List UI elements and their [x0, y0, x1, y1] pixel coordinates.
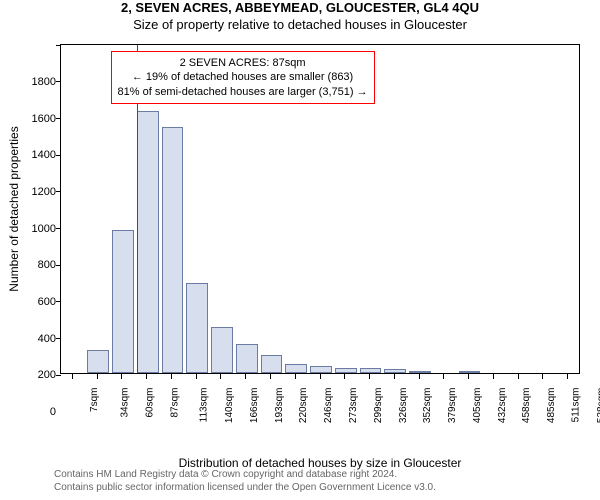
ytick-mark [56, 155, 61, 156]
xtick-label: 193sqm [274, 388, 285, 424]
xtick-mark [493, 374, 494, 379]
annotation-box: 2 SEVEN ACRES: 87sqm← 19% of detached ho… [111, 51, 375, 104]
ytick-mark [56, 191, 61, 192]
xtick-label: 511sqm [570, 388, 581, 423]
xtick-mark [468, 374, 469, 379]
xtick-label: 352sqm [422, 388, 433, 424]
ytick-mark [56, 45, 61, 46]
plot-area: 2 SEVEN ACRES: 87sqm← 19% of detached ho… [60, 44, 580, 374]
xtick-label: 326sqm [398, 388, 409, 424]
bar [335, 368, 357, 374]
chart-container: Number of detached properties 2 SEVEN AC… [60, 44, 580, 412]
xtick-mark [196, 374, 197, 379]
xtick-mark [295, 374, 296, 379]
ytick-label: 600 [38, 296, 56, 308]
ytick-mark [56, 301, 61, 302]
footer-line-1: Contains HM Land Registry data © Crown c… [54, 469, 588, 482]
bar [459, 371, 481, 373]
xtick-label: 87sqm [169, 388, 180, 418]
xtick-mark [270, 374, 271, 379]
bar [137, 111, 159, 373]
xtick-mark [369, 374, 370, 379]
bar [87, 350, 109, 373]
ytick-mark [56, 118, 61, 119]
xtick-mark [146, 374, 147, 379]
annot-line-3: 81% of semi-detached houses are larger (… [118, 85, 368, 99]
ytick-label: 0 [50, 406, 56, 418]
footer-line-2: Contains public sector information licen… [54, 482, 588, 495]
xtick-label: 166sqm [249, 388, 260, 424]
annot-line-2: ← 19% of detached houses are smaller (86… [118, 70, 368, 84]
xtick-mark [542, 374, 543, 379]
bar [384, 369, 406, 373]
xtick-label: 299sqm [373, 388, 384, 424]
xtick-mark [394, 374, 395, 379]
bar [186, 283, 208, 373]
xtick-label: 273sqm [348, 388, 359, 424]
bar [360, 368, 382, 374]
ytick-mark [56, 228, 61, 229]
ytick-label: 1400 [32, 149, 56, 161]
xtick-label: 432sqm [497, 388, 508, 424]
ytick-label: 1800 [32, 76, 56, 88]
bar [310, 366, 332, 373]
ytick-label: 1600 [32, 113, 56, 125]
x-axis-label: Distribution of detached houses by size … [60, 456, 580, 470]
xtick-mark [171, 374, 172, 379]
xtick-mark [518, 374, 519, 379]
xtick-mark [344, 374, 345, 379]
footer-attribution: Contains HM Land Registry data © Crown c… [54, 469, 588, 494]
bar [409, 371, 431, 373]
xtick-label: 220sqm [299, 388, 310, 424]
bar [112, 230, 134, 373]
page-subtitle: Size of property relative to detached ho… [0, 17, 600, 32]
annot-line-1: 2 SEVEN ACRES: 87sqm [118, 56, 368, 70]
xtick-label: 34sqm [120, 388, 131, 418]
xtick-label: 60sqm [144, 388, 155, 418]
xtick-label: 140sqm [224, 388, 235, 424]
ytick-label: 800 [38, 259, 56, 271]
bar [211, 327, 233, 373]
xtick-mark [245, 374, 246, 379]
xtick-mark [443, 374, 444, 379]
y-axis-label: Number of detached properties [7, 126, 21, 291]
xtick-label: 405sqm [472, 388, 483, 424]
page-title: 2, SEVEN ACRES, ABBEYMEAD, GLOUCESTER, G… [0, 0, 600, 15]
xtick-mark [320, 374, 321, 379]
xtick-label: 246sqm [323, 388, 334, 424]
xtick-mark [97, 374, 98, 379]
xtick-label: 7sqm [89, 388, 100, 412]
bar [261, 355, 283, 373]
ytick-label: 200 [38, 369, 56, 381]
xtick-mark [419, 374, 420, 379]
xtick-label: 379sqm [447, 388, 458, 424]
bar [285, 364, 307, 373]
ytick-mark [56, 81, 61, 82]
ytick-mark [56, 265, 61, 266]
ytick-label: 1200 [32, 186, 56, 198]
xtick-mark [220, 374, 221, 379]
bar [162, 127, 184, 373]
ytick-mark [56, 338, 61, 339]
ytick-label: 1000 [32, 223, 56, 235]
xtick-label: 538sqm [596, 388, 600, 424]
xtick-label: 458sqm [521, 388, 532, 424]
ytick-label: 400 [38, 333, 56, 345]
xtick-label: 113sqm [199, 388, 210, 423]
bar [236, 344, 258, 373]
xtick-mark [72, 374, 73, 379]
xtick-mark [121, 374, 122, 379]
ytick-mark [56, 375, 61, 376]
xtick-mark [567, 374, 568, 379]
xtick-label: 485sqm [546, 388, 557, 424]
